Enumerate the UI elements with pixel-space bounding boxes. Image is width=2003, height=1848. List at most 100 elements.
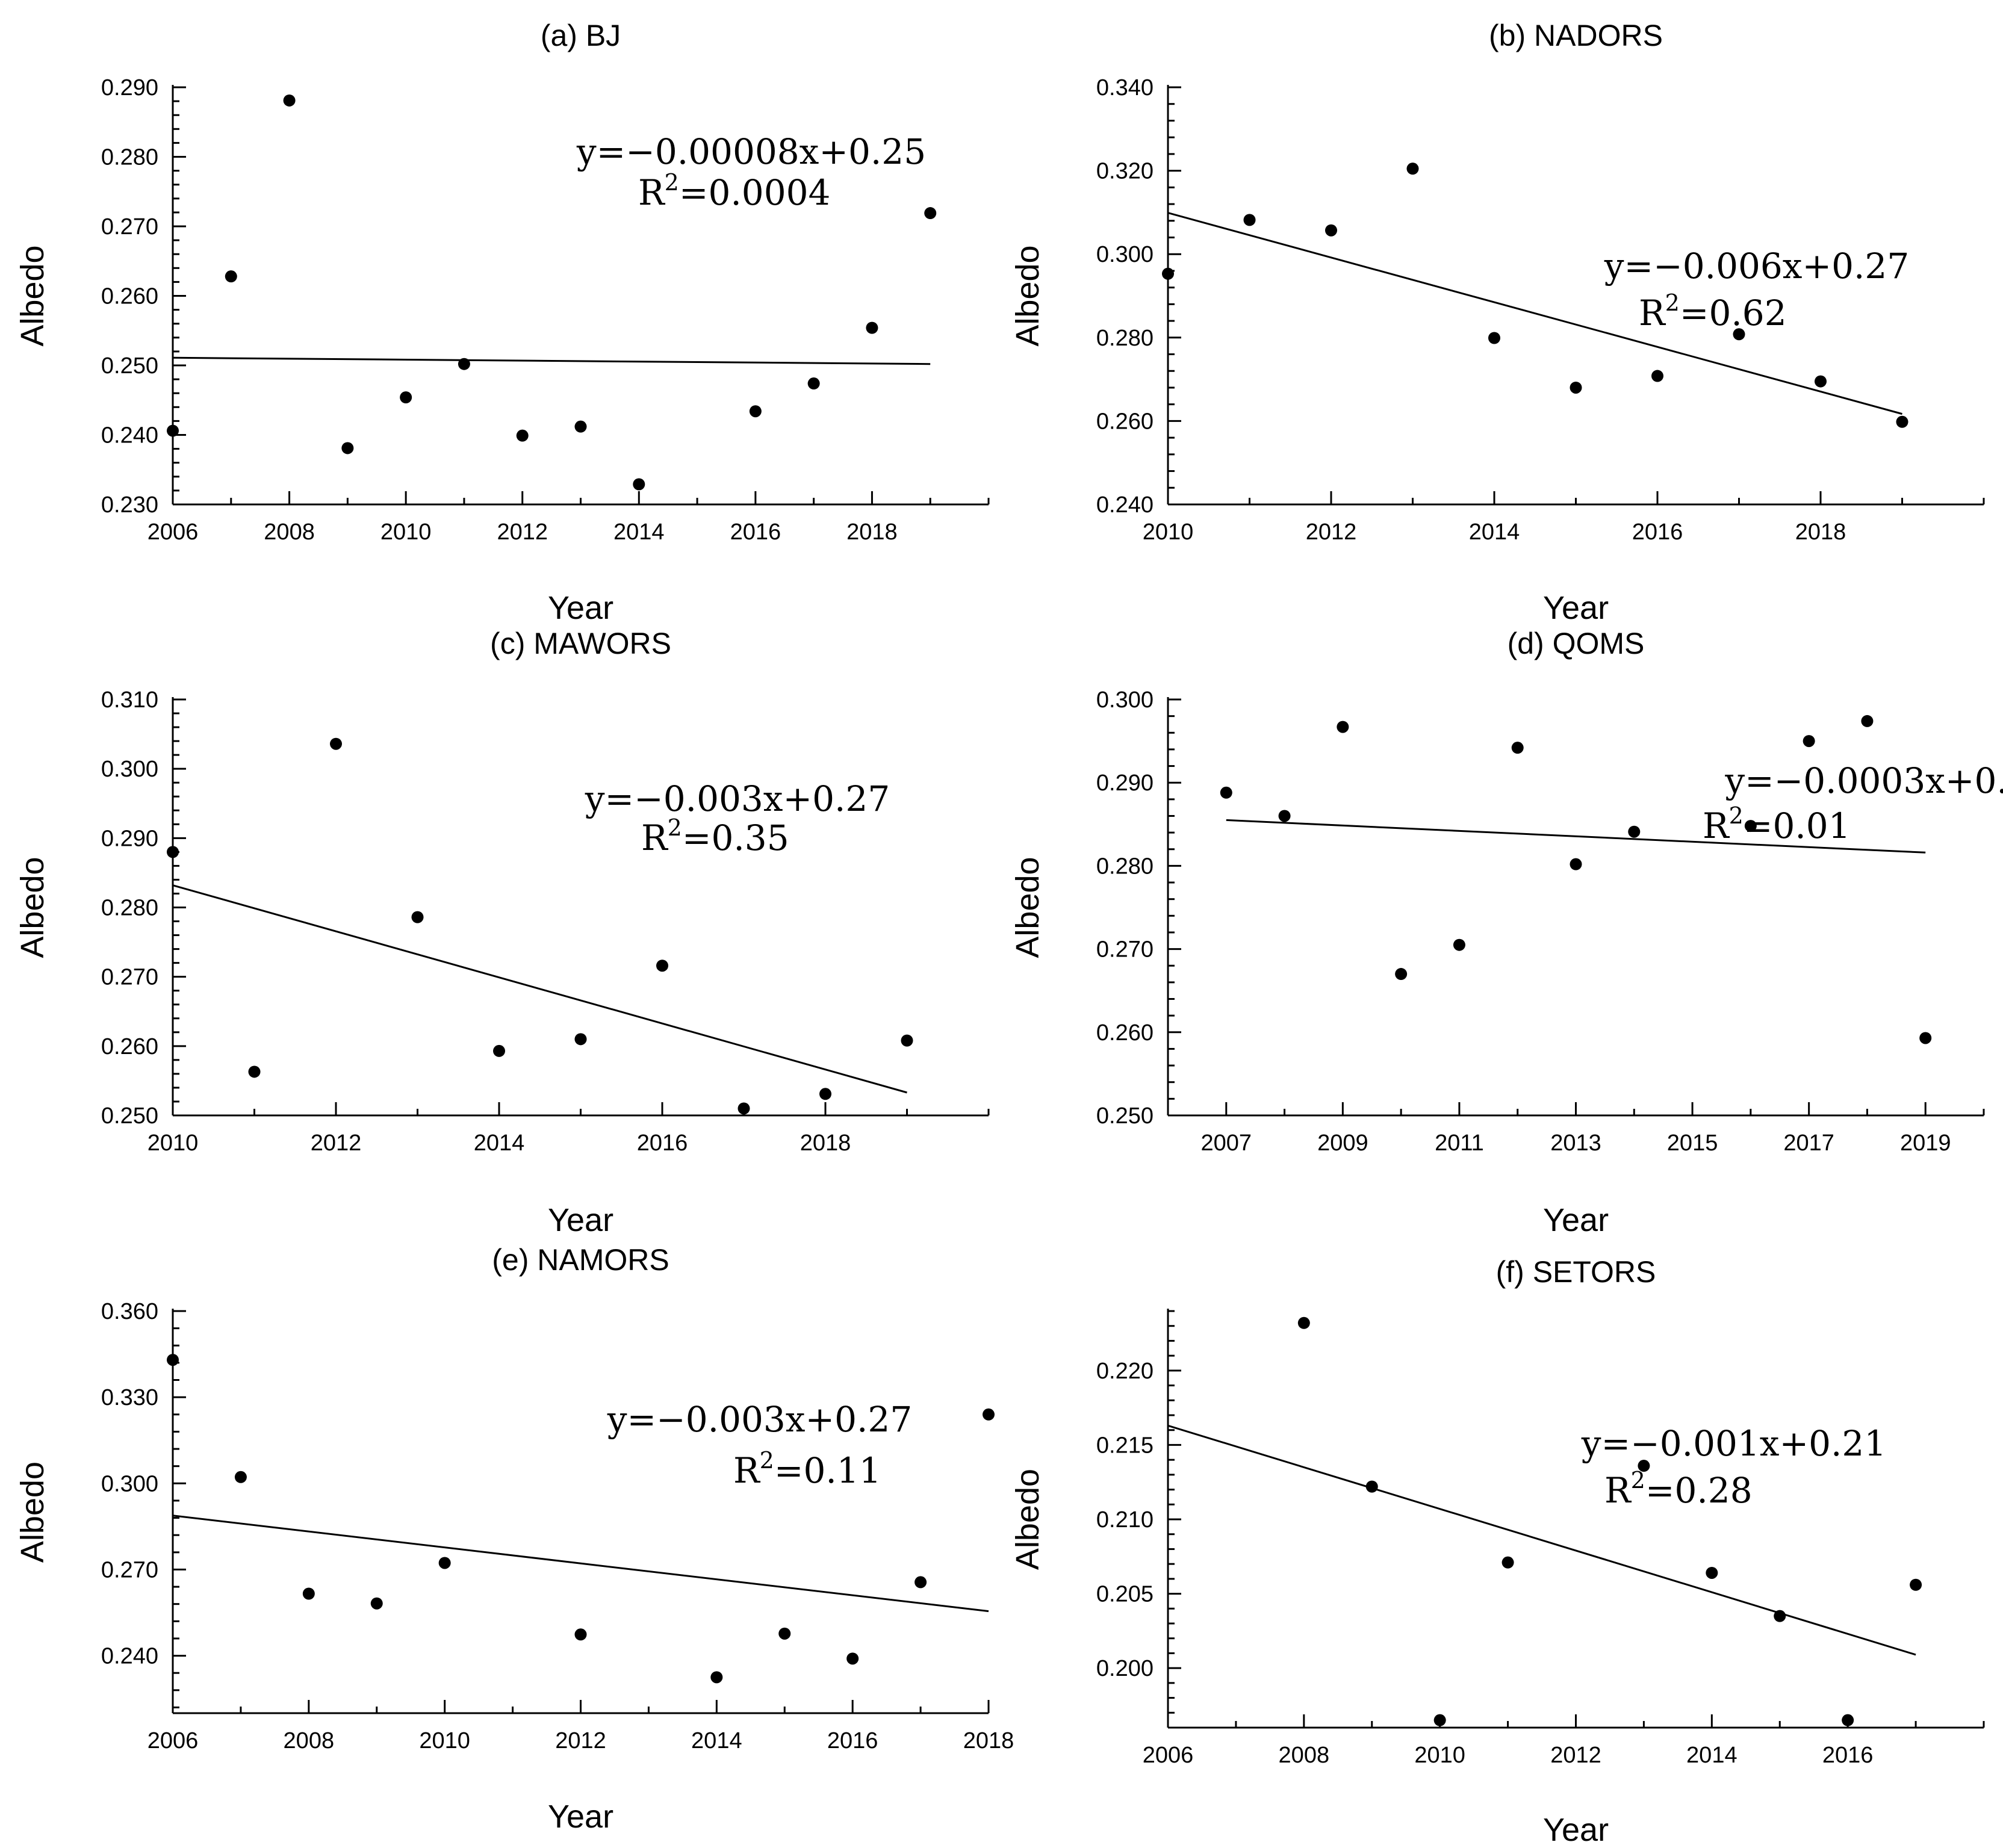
y-tick-label: 0.290 <box>101 826 158 851</box>
x-tick-label: 2018 <box>800 1130 851 1156</box>
x-tick-label: 2009 <box>1317 1130 1368 1156</box>
y-tick-label: 0.280 <box>101 896 158 921</box>
panel-title: (e) NAMORS <box>492 1243 669 1277</box>
data-point <box>574 1628 587 1641</box>
x-tick-label: 2016 <box>730 519 781 545</box>
r-squared-symbol: R <box>1639 293 1666 333</box>
data-point <box>167 424 179 437</box>
r-squared-exponent: 2 <box>1729 802 1744 829</box>
data-point <box>1896 415 1908 428</box>
data-point <box>1365 1480 1378 1493</box>
r-squared-label: R2=0.01 <box>1703 802 1851 846</box>
y-tick-label: 0.240 <box>1096 492 1154 518</box>
y-tick-label: 0.280 <box>1096 854 1154 879</box>
data-point <box>1220 786 1232 799</box>
y-tick-label: 0.260 <box>101 284 158 309</box>
data-point <box>1162 267 1174 280</box>
x-tick-label: 2010 <box>419 1728 470 1753</box>
chart-panel-4: 2007 2009 2011 2013 2015 2017 2019 0.250 0.260 0.… <box>1010 627 2003 1238</box>
trend-line <box>1167 212 1902 415</box>
x-tick-label: 2007 <box>1201 1130 1252 1156</box>
y-tick-label: 0.310 <box>101 687 158 713</box>
chart-panel-1: 2006 2008 2010 2012 2014 2016 2018 0.230 0.240 0.… <box>14 19 990 626</box>
y-tick-label: 0.260 <box>1096 1020 1154 1046</box>
y-tick-label: 0.240 <box>101 1644 158 1669</box>
panel-title: (a) BJ <box>541 19 621 52</box>
data-point <box>574 1033 587 1046</box>
data-point <box>438 1557 451 1569</box>
regression-equation: y=−0.006x+0.27 <box>1604 246 1909 287</box>
x-axis-label: Year <box>1543 1202 1609 1238</box>
r-squared-value: =0.11 <box>774 1450 881 1491</box>
x-tick-label: 2014 <box>691 1728 742 1753</box>
data-point <box>738 1102 750 1115</box>
trend-line <box>172 884 907 1094</box>
r-squared-symbol: R <box>1703 805 1730 846</box>
data-point <box>915 1576 927 1589</box>
data-point <box>633 478 645 491</box>
x-tick-label: 2010 <box>1414 1743 1465 1768</box>
panel-title: (d) QOMS <box>1508 627 1645 660</box>
y-tick-label: 0.300 <box>1096 687 1154 713</box>
data-point <box>656 960 668 972</box>
regression-equation: y=−0.001x+0.21 <box>1581 1423 1886 1464</box>
data-point <box>807 377 820 390</box>
data-point <box>370 1597 383 1610</box>
x-tick-label: 2011 <box>1435 1130 1484 1156</box>
data-point <box>1488 332 1500 344</box>
data-point <box>1638 1460 1650 1472</box>
data-point <box>924 207 937 220</box>
r-squared-exponent: 2 <box>760 1447 774 1474</box>
regression-equation: y=−0.003x+0.27 <box>607 1399 912 1440</box>
data-point <box>1910 1578 1922 1591</box>
y-tick-label: 0.270 <box>101 214 158 240</box>
x-tick-label: 2018 <box>846 519 898 545</box>
r-squared-exponent: 2 <box>1631 1467 1645 1493</box>
data-point <box>1919 1032 1932 1044</box>
data-point <box>1651 370 1663 382</box>
x-tick-label: 2010 <box>1143 519 1194 545</box>
data-point <box>1243 214 1256 226</box>
chart-panel-3: 2010 2012 2014 2016 2018 0.250 0.260 0.270 0.280… <box>14 627 990 1238</box>
x-tick-label: 2012 <box>555 1728 606 1753</box>
data-point <box>493 1044 505 1057</box>
data-point <box>1842 1714 1854 1726</box>
r-squared-exponent: 2 <box>1665 290 1680 316</box>
data-point <box>846 1652 859 1665</box>
x-tick-label: 2012 <box>1306 519 1357 545</box>
data-point <box>710 1671 723 1684</box>
r-squared-value: =0.0004 <box>679 172 831 213</box>
y-tick-label: 0.250 <box>101 1103 158 1129</box>
y-tick-label: 0.300 <box>101 1471 158 1496</box>
data-point <box>1278 810 1291 822</box>
y-tick-label: 0.250 <box>1096 1103 1154 1129</box>
x-axis-label: Year <box>548 1799 613 1835</box>
y-axis-label: Albedo <box>1010 245 1046 346</box>
panel-title: (f) SETORS <box>1496 1255 1656 1289</box>
regression-equation: y=−0.00008x+0.25 <box>576 131 926 172</box>
data-point <box>866 321 878 334</box>
y-tick-label: 0.270 <box>101 1557 158 1583</box>
r-squared-label: R2=0.11 <box>733 1447 881 1491</box>
trend-line <box>1167 1424 1916 1656</box>
x-tick-label: 2019 <box>1900 1130 1951 1156</box>
trend-line <box>172 1515 989 1613</box>
regression-equation: y=−0.003x+0.27 <box>585 778 890 819</box>
r-squared-symbol: R <box>638 172 666 213</box>
y-tick-label: 0.260 <box>1096 409 1154 434</box>
data-point <box>1297 1316 1310 1329</box>
r-squared-exponent: 2 <box>665 169 679 196</box>
x-tick-label: 2017 <box>1783 1130 1834 1156</box>
data-point <box>283 94 296 107</box>
y-tick-label: 0.220 <box>1096 1359 1154 1384</box>
r-squared-label: R2=0.0004 <box>638 169 830 213</box>
y-tick-label: 0.290 <box>1096 771 1154 796</box>
y-tick-label: 0.230 <box>101 492 158 518</box>
data-point <box>901 1034 913 1047</box>
data-point <box>248 1065 261 1078</box>
x-axis-label: Year <box>1543 1812 1609 1848</box>
x-axis-label: Year <box>548 590 613 626</box>
data-point <box>749 405 762 418</box>
y-axis-label: Albedo <box>14 245 51 346</box>
data-point <box>1733 328 1745 341</box>
